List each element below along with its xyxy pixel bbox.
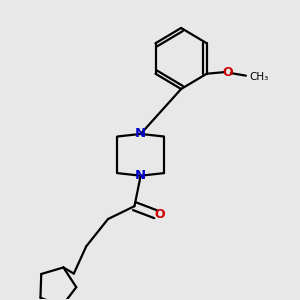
Text: CH₃: CH₃ — [249, 72, 268, 82]
Text: N: N — [135, 169, 146, 182]
Text: N: N — [135, 128, 146, 140]
Text: O: O — [154, 208, 165, 221]
Text: O: O — [223, 66, 233, 79]
